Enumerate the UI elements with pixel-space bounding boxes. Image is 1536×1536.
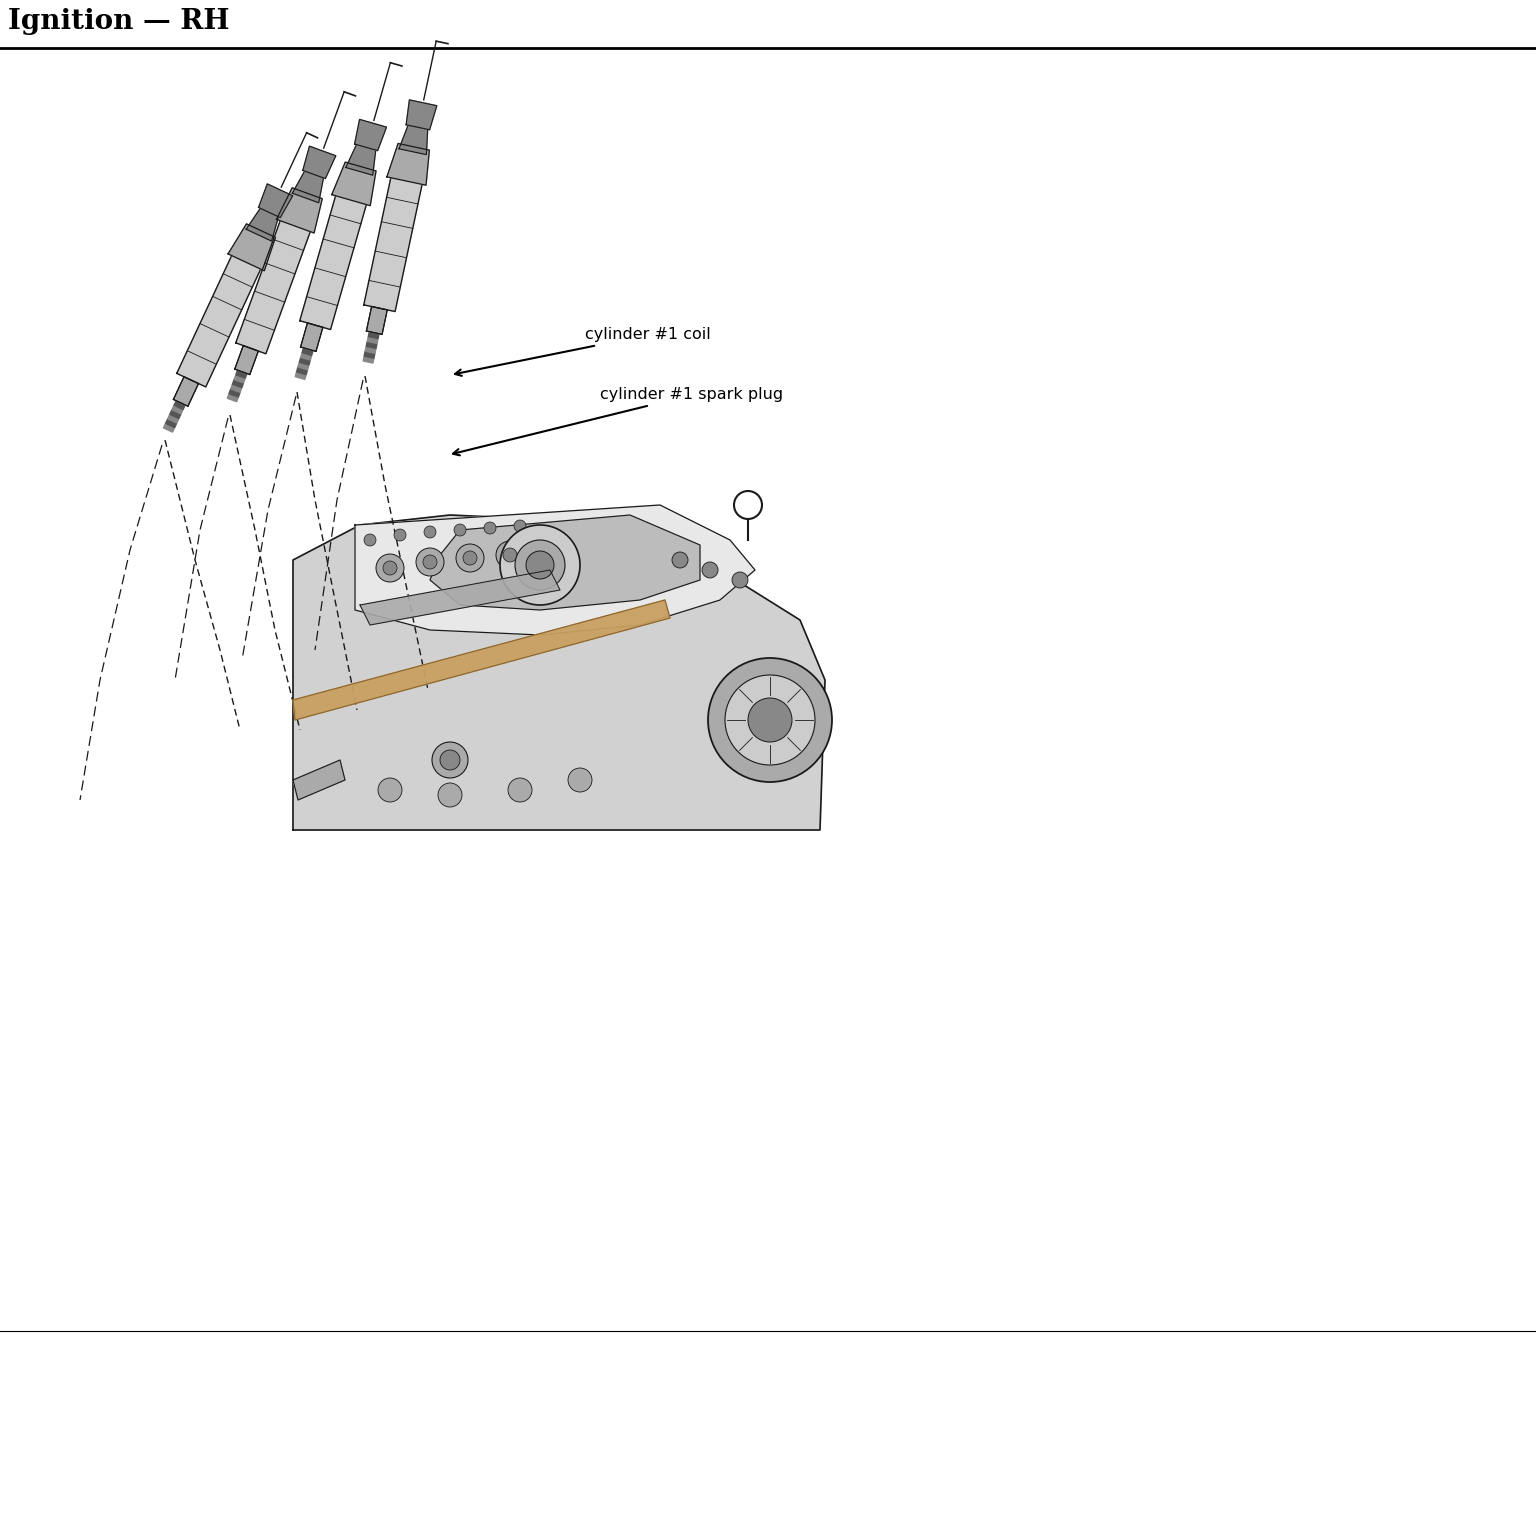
Polygon shape [293,515,825,829]
Polygon shape [303,146,336,178]
Polygon shape [174,376,198,406]
Polygon shape [303,347,313,355]
Circle shape [378,779,402,802]
Polygon shape [300,358,310,366]
Circle shape [673,551,688,568]
Polygon shape [276,187,323,233]
Circle shape [424,525,436,538]
Polygon shape [246,209,278,241]
Polygon shape [170,410,181,418]
Polygon shape [296,367,307,375]
Circle shape [525,551,554,579]
Polygon shape [177,246,264,387]
Polygon shape [301,323,323,352]
Polygon shape [362,356,373,362]
Text: cylinder #1 coil: cylinder #1 coil [455,327,711,376]
Polygon shape [166,419,177,427]
Circle shape [382,561,396,574]
Circle shape [725,674,816,765]
Polygon shape [359,570,561,625]
Polygon shape [366,346,376,353]
Circle shape [432,742,468,779]
Polygon shape [293,760,346,800]
Polygon shape [355,120,387,151]
Polygon shape [227,224,275,270]
Polygon shape [364,352,375,358]
Circle shape [708,657,833,782]
Circle shape [502,548,518,562]
Circle shape [455,524,465,536]
Circle shape [439,750,459,770]
Polygon shape [301,353,312,359]
Polygon shape [366,341,376,349]
Polygon shape [367,307,387,335]
Polygon shape [387,143,430,186]
Circle shape [501,525,581,605]
Polygon shape [237,370,247,378]
Polygon shape [295,372,306,379]
Polygon shape [300,186,369,330]
Circle shape [422,554,438,568]
Polygon shape [230,384,241,392]
Polygon shape [237,212,313,353]
Circle shape [515,521,525,531]
Polygon shape [399,124,427,155]
Circle shape [508,779,531,802]
Circle shape [748,697,793,742]
Circle shape [702,562,717,578]
Circle shape [395,528,406,541]
Polygon shape [346,144,376,175]
Polygon shape [167,415,178,422]
Circle shape [496,541,524,568]
Polygon shape [355,505,756,634]
Circle shape [438,783,462,806]
Polygon shape [364,167,424,312]
Circle shape [462,551,478,565]
Polygon shape [229,389,240,396]
Polygon shape [406,100,436,129]
Text: Ignition — RH: Ignition — RH [8,8,229,35]
Polygon shape [163,424,175,432]
Polygon shape [233,375,246,382]
Circle shape [568,768,591,793]
Circle shape [484,522,496,535]
Polygon shape [292,170,324,203]
Circle shape [733,571,748,588]
Polygon shape [293,601,670,720]
Polygon shape [172,406,183,415]
Polygon shape [232,379,244,387]
Polygon shape [235,346,258,375]
Polygon shape [430,515,700,610]
Circle shape [416,548,444,576]
Polygon shape [298,362,309,370]
Polygon shape [258,184,293,218]
Polygon shape [227,393,238,402]
Polygon shape [367,336,378,344]
Circle shape [456,544,484,571]
Text: cylinder #1 spark plug: cylinder #1 spark plug [453,387,783,455]
Circle shape [364,535,376,545]
Polygon shape [369,332,379,338]
Polygon shape [174,401,186,410]
Circle shape [515,541,565,590]
Circle shape [376,554,404,582]
Polygon shape [332,163,376,206]
